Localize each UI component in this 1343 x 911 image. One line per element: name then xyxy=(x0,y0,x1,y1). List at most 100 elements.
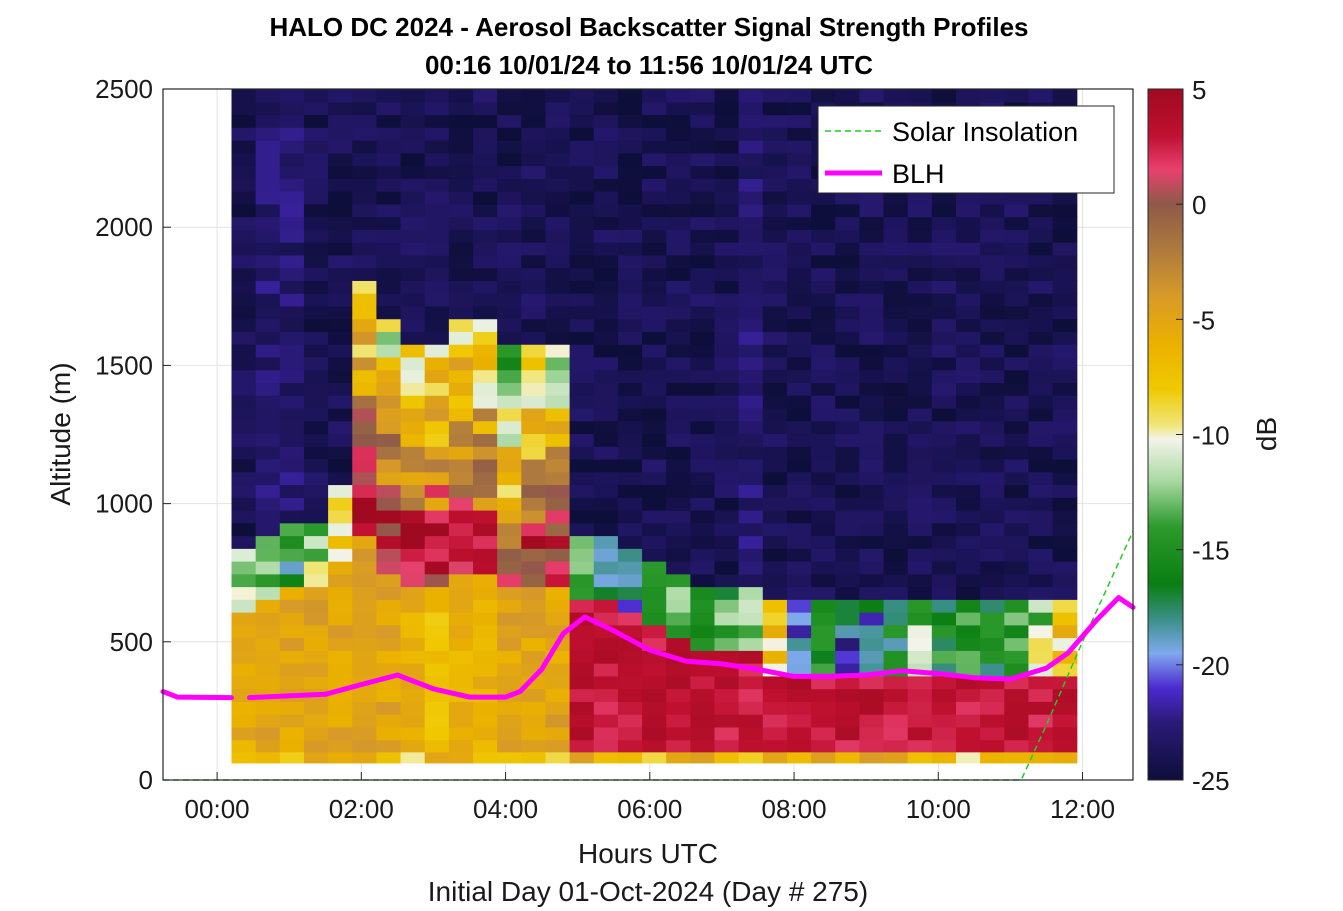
heatmap-cell xyxy=(328,152,353,167)
heatmap-cell xyxy=(811,675,836,690)
legend[interactable]: Solar Insolation BLH xyxy=(817,105,1115,194)
heatmap-cell xyxy=(473,701,498,715)
heatmap-cell xyxy=(931,318,957,332)
heatmap-cell xyxy=(714,254,740,269)
colorbar-tick-label: -25 xyxy=(1192,766,1230,796)
heatmap-cell xyxy=(1028,522,1054,537)
heatmap-cell xyxy=(593,714,619,728)
heatmap-cell xyxy=(714,407,740,422)
heatmap-cell xyxy=(811,305,836,320)
heatmap-cell xyxy=(956,624,981,639)
heatmap-cell xyxy=(811,637,836,651)
heatmap-cell xyxy=(642,739,667,753)
heatmap-cell xyxy=(811,471,836,486)
heatmap-cell xyxy=(448,675,474,690)
heatmap-cell xyxy=(956,497,981,511)
heatmap-cell xyxy=(714,726,740,741)
heatmap-cell xyxy=(980,420,1005,435)
heatmap-cell xyxy=(352,382,378,396)
x-tick-label: 06:00 xyxy=(617,794,682,824)
heatmap-cell xyxy=(762,624,788,639)
heatmap-cell xyxy=(666,433,691,447)
heatmap-cell xyxy=(1004,548,1030,562)
heatmap-cell xyxy=(255,382,281,396)
colorbar: 50-5-10-15-20-25 dB xyxy=(1147,75,1282,796)
heatmap-cell xyxy=(907,612,933,626)
heatmap-cell xyxy=(376,612,402,626)
heatmap-cell xyxy=(400,127,426,141)
heatmap-cell xyxy=(352,178,378,192)
heatmap-cell xyxy=(473,420,498,435)
heatmap-cell xyxy=(642,497,667,511)
heatmap-cell xyxy=(376,242,402,256)
heatmap-cell xyxy=(255,318,281,332)
heatmap-cell xyxy=(835,229,860,243)
heatmap-cell xyxy=(1004,267,1030,281)
heatmap-cell xyxy=(255,561,281,575)
heatmap-cell xyxy=(1004,497,1030,511)
heatmap-cell xyxy=(545,446,571,460)
heatmap-cell xyxy=(786,509,812,524)
heatmap-cell xyxy=(376,573,402,588)
heatmap-cell xyxy=(521,254,547,269)
heatmap-cell xyxy=(786,344,812,358)
heatmap-cell xyxy=(956,561,981,575)
heatmap-cell xyxy=(907,280,933,294)
heatmap-cell xyxy=(328,254,353,269)
heatmap-cell xyxy=(473,178,498,192)
heatmap-cell xyxy=(786,356,812,371)
heatmap-cell xyxy=(424,152,450,167)
heatmap-cell xyxy=(593,280,619,294)
heatmap-cell xyxy=(1052,612,1078,626)
heatmap-cell xyxy=(400,535,426,549)
heatmap-cell xyxy=(1052,254,1078,269)
heatmap-cell xyxy=(521,280,547,294)
heatmap-cell xyxy=(714,420,740,435)
heatmap-cell xyxy=(738,203,764,218)
heatmap-cell xyxy=(811,446,836,460)
heatmap-cell xyxy=(400,484,426,498)
heatmap-cell xyxy=(786,535,812,549)
heatmap-cell xyxy=(859,561,885,575)
heatmap-cell xyxy=(569,573,595,588)
heatmap-cell xyxy=(690,280,716,294)
heatmap-cell xyxy=(497,586,522,600)
heatmap-cell xyxy=(762,344,788,358)
heatmap-cell xyxy=(666,535,691,549)
heatmap-cell xyxy=(545,752,571,764)
heatmap-cell xyxy=(1052,752,1078,764)
heatmap-cell xyxy=(617,242,643,256)
heatmap-cell xyxy=(400,586,426,600)
heatmap-cell xyxy=(617,458,643,473)
heatmap-cell xyxy=(931,242,957,256)
heatmap-cell xyxy=(521,586,547,600)
heatmap-cell xyxy=(400,726,426,741)
heatmap-cell xyxy=(569,140,595,154)
heatmap-cell xyxy=(400,178,426,192)
heatmap-cell xyxy=(497,178,522,192)
heatmap-cell xyxy=(1004,458,1030,473)
heatmap-cell xyxy=(521,548,547,562)
heatmap-cell xyxy=(497,509,522,524)
heatmap-cell xyxy=(1052,446,1078,460)
heatmap-cell xyxy=(1028,714,1054,728)
heatmap-cell xyxy=(642,216,667,230)
heatmap-cell xyxy=(883,229,909,243)
heatmap-cell xyxy=(980,280,1005,294)
heatmap-cell xyxy=(738,624,764,639)
heatmap-cell xyxy=(545,407,571,422)
heatmap-cell xyxy=(1028,344,1054,358)
heatmap-cell xyxy=(642,701,667,715)
heatmap-cell xyxy=(811,395,836,409)
heatmap-cell xyxy=(376,535,402,549)
heatmap-cell xyxy=(714,178,740,192)
heatmap-cell xyxy=(255,114,281,128)
heatmap-cell xyxy=(883,356,909,371)
heatmap-cell xyxy=(255,433,281,447)
heatmap-cell xyxy=(642,89,667,103)
heatmap-cell xyxy=(738,305,764,320)
x-axis-label: Hours UTC xyxy=(578,838,718,869)
heatmap-cell xyxy=(521,624,547,639)
heatmap-cell xyxy=(424,484,450,498)
heatmap-cell xyxy=(714,165,740,179)
